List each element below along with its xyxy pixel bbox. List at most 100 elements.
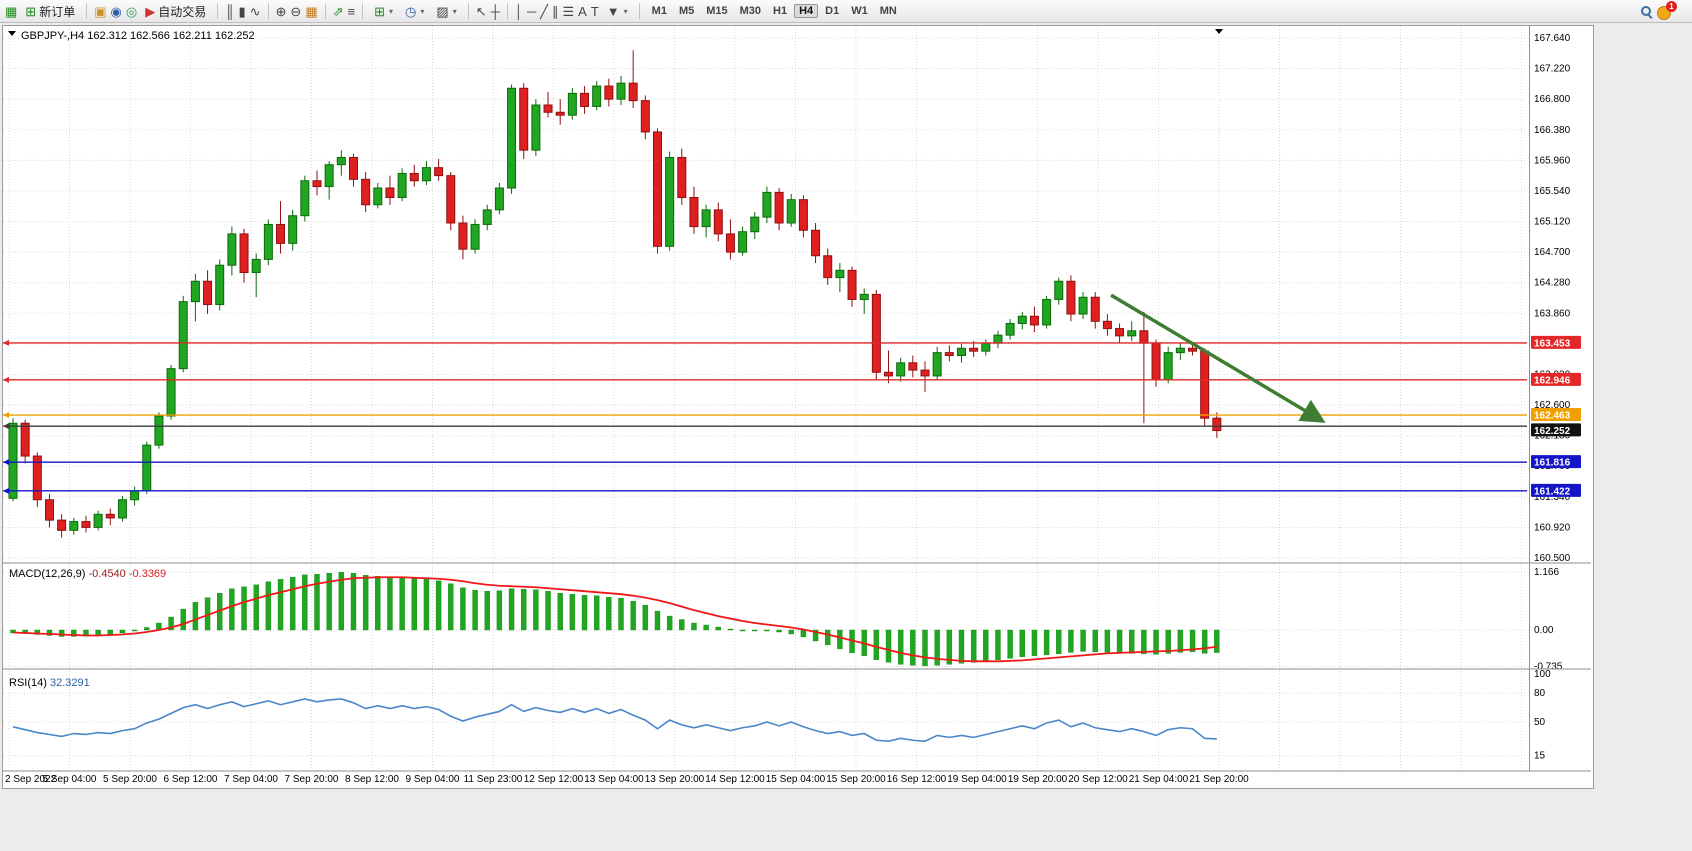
time-tick-label: 15 Sep 04:00 xyxy=(766,774,826,785)
zoom-out-icon[interactable]: ⊖ xyxy=(290,3,302,19)
channel-tool-icon[interactable]: ∥ xyxy=(552,3,559,19)
level-lines[interactable]: 163.453 162.946 162.463 161.816 161.422 162.2… xyxy=(3,335,1581,497)
candlestick-series xyxy=(8,50,1222,538)
time-tick-label: 21 Sep 20:00 xyxy=(1189,774,1249,785)
horizontal-line-tool-icon[interactable]: ─ xyxy=(526,3,537,19)
chevron-down-icon: ▾ xyxy=(389,6,394,16)
time-tick-label: 2 Sep 2022 xyxy=(5,774,57,785)
toolbar-separator xyxy=(506,3,508,19)
rsi-line xyxy=(12,698,1217,743)
new-order-icon: ⊞ xyxy=(25,3,37,19)
community-icon[interactable]: ◎ xyxy=(125,3,138,19)
time-tick-label: 15 Sep 20:00 xyxy=(826,774,886,785)
chart-shift-marker-icon[interactable] xyxy=(1215,29,1223,34)
toolbar-separator xyxy=(324,3,326,19)
fibonacci-tool-icon[interactable]: ☰ xyxy=(562,3,575,19)
bid-price-badge xyxy=(1531,423,1581,437)
templates-button[interactable]: ▨ ▾ xyxy=(432,4,460,19)
time-tick-label: 5 Sep 04:00 xyxy=(43,774,97,785)
time-tick-label: 5 Sep 20:00 xyxy=(103,774,157,785)
macd-label: MACD(12,26,9) -0.4540 -0.3369 xyxy=(9,568,166,580)
svg-text:162.252: 162.252 xyxy=(1534,426,1571,437)
timeframe-h4[interactable]: H4 xyxy=(794,4,819,18)
cursor-icon[interactable]: ↖ xyxy=(475,3,487,19)
notification-badge: 1 xyxy=(1666,0,1677,12)
time-tick-label: 21 Sep 04:00 xyxy=(1129,774,1189,785)
trend-arrow-annotation[interactable] xyxy=(1110,293,1326,423)
toolbar-separator xyxy=(86,3,88,19)
toolbar-separator xyxy=(638,3,640,19)
grid-lines xyxy=(3,26,1527,771)
price-level-badge xyxy=(1531,335,1581,349)
indicators-icon[interactable]: ⇗ xyxy=(332,3,344,19)
time-tick-label: 6 Sep 12:00 xyxy=(164,774,218,785)
line-chart-icon[interactable]: ∿ xyxy=(249,3,261,19)
text-label-tool-icon[interactable]: T xyxy=(590,3,599,19)
bar-chart-icon[interactable]: ║ xyxy=(225,3,235,19)
timeframe-mn[interactable]: MN xyxy=(879,5,897,17)
new-order-button[interactable]: ⊞ 新订单 xyxy=(21,2,79,21)
templates-icon: ▨ xyxy=(436,3,449,19)
time-tick-label: 20 Sep 12:00 xyxy=(1068,774,1128,785)
price-tick-label: 160.500 xyxy=(1534,553,1571,564)
timeframe-w1[interactable]: W1 xyxy=(851,5,868,17)
tile-windows-icon[interactable]: ▦ xyxy=(305,3,318,19)
symbol-ohlc-title: GBPJPY-,H4 162.312 162.566 162.211 162.2… xyxy=(21,30,255,42)
macd-tick-label: 1.166 xyxy=(1534,567,1559,578)
chevron-down-icon: ▾ xyxy=(623,6,628,16)
period-button[interactable]: ◷ ▾ xyxy=(401,4,428,19)
time-tick-label: 8 Sep 12:00 xyxy=(345,774,399,785)
time-tick-label: 7 Sep 20:00 xyxy=(285,774,339,785)
text-tool-icon[interactable]: A xyxy=(578,3,587,19)
svg-text:161.816: 161.816 xyxy=(1534,458,1571,469)
auto-trading-icon: ▶ xyxy=(145,3,156,19)
rsi-tick-label: 80 xyxy=(1534,688,1546,699)
macd-tick-label: -0.735 xyxy=(1534,662,1563,673)
arrows-tool-button[interactable]: ▼ ▾ xyxy=(603,4,632,19)
add-indicator-icon: ⊞ xyxy=(374,3,386,19)
price-level-badge xyxy=(1531,372,1581,386)
line-edge-marker xyxy=(3,376,9,383)
price-tick-label: 160.920 xyxy=(1534,522,1571,533)
time-tick-label: 12 Sep 12:00 xyxy=(524,774,584,785)
zoom-in-icon[interactable]: ⊕ xyxy=(275,3,287,19)
chart-window-gbpjpy-h4: 167.640 167.220 166.800 166.380 165.960 165.5… xyxy=(2,25,1594,789)
clock-icon: ◷ xyxy=(405,3,417,19)
svg-text:162.463: 162.463 xyxy=(1534,411,1571,422)
time-tick-label: 14 Sep 12:00 xyxy=(705,774,765,785)
vertical-line-tool-icon[interactable]: │ xyxy=(514,3,523,19)
toolbar-separator xyxy=(362,3,364,19)
timeframe-m30[interactable]: M30 xyxy=(739,5,762,17)
chart-plot-area[interactable] xyxy=(3,26,1527,771)
price-tick-label: 166.800 xyxy=(1534,94,1571,105)
timeframe-m1[interactable]: M1 xyxy=(651,5,667,17)
crosshair-icon[interactable]: ┼ xyxy=(490,3,500,19)
timeframe-d1[interactable]: D1 xyxy=(825,5,840,17)
trendline-tool-icon[interactable]: ╱ xyxy=(540,3,548,19)
search-icon[interactable] xyxy=(1640,5,1653,18)
chart-window-icon[interactable]: ▦ xyxy=(5,3,18,19)
timeframe-m5[interactable]: M5 xyxy=(678,5,695,17)
line-edge-marker xyxy=(3,487,9,494)
line-edge-marker xyxy=(3,412,9,419)
timeframe-group: M1 M5 M15 M30 H1 H4 D1 W1 MN xyxy=(647,4,902,18)
time-tick-label: 9 Sep 04:00 xyxy=(406,774,460,785)
candlestick-chart-icon[interactable]: ▮ xyxy=(238,3,246,19)
indicator-list-icon[interactable]: ≡ xyxy=(347,3,356,19)
profiles-icon[interactable]: ◉ xyxy=(110,3,122,19)
time-tick-label: 16 Sep 12:00 xyxy=(887,774,947,785)
auto-trading-button[interactable]: ▶ 自动交易 xyxy=(141,2,210,21)
rsi-tick-label: 100 xyxy=(1534,669,1551,680)
notifications-button[interactable]: 1 xyxy=(1657,0,1677,20)
chart-annotations: GBPJPY-,H4 162.312 162.566 162.211 162.2… xyxy=(8,29,1326,423)
symbol-dropdown-icon[interactable] xyxy=(8,31,16,36)
timeframe-h1[interactable]: H1 xyxy=(773,5,788,17)
timeframe-m15[interactable]: M15 xyxy=(706,5,728,17)
price-tick-label: 165.540 xyxy=(1534,186,1571,197)
time-tick-label: 13 Sep 20:00 xyxy=(645,774,705,785)
add-indicator-button[interactable]: ⊞ ▾ xyxy=(370,4,397,19)
main-toolbar: ▦ ⊞ 新订单 ▣ ◉ ◎ ▶ 自动交易 ║ ▮ ∿ ⊕ ⊖ ▦ ⇗ ≡ ⊞ ▾… xyxy=(0,0,1692,23)
market-watch-icon[interactable]: ▣ xyxy=(94,3,107,19)
rsi-tick-label: 50 xyxy=(1534,717,1546,728)
